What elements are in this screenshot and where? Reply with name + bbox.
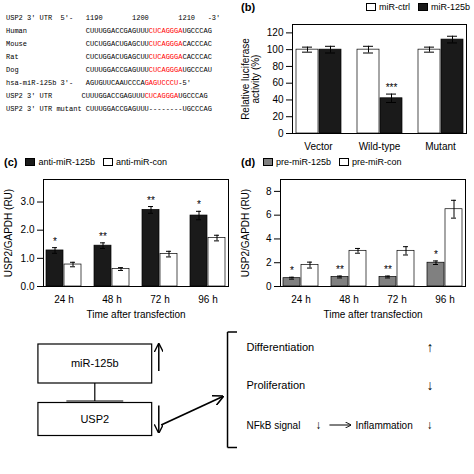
html-text:(d): (d) bbox=[241, 156, 255, 168]
svg-text:↑: ↑ bbox=[427, 339, 434, 355]
svg-text:100: 100 bbox=[267, 44, 284, 55]
svg-text:0: 0 bbox=[266, 281, 272, 292]
svg-text:↓: ↓ bbox=[427, 418, 433, 432]
svg-text:***: *** bbox=[386, 82, 398, 93]
svg-text:USP2/GAPDH (RU): USP2/GAPDH (RU) bbox=[3, 189, 14, 277]
html-text:CUUUGGACCGAGUUU CUCAGGGA UGCCC: CUUUGGACCGAGUUU CUCAGGGA UGCCCAU bbox=[85, 66, 212, 74]
html-text:CUUUGGACCGAGUUU CUCAGGGA UGCCC: CUUUGGACCGAGUUU CUCAGGGA UGCCCAG bbox=[85, 27, 212, 35]
html-text:miR-ctrl: miR-ctrl bbox=[379, 2, 410, 12]
html-text:hsa-miR-125b 3'-: hsa-miR-125b 3'- bbox=[6, 79, 74, 87]
html-text:anti-miR-125b: anti-miR-125b bbox=[38, 157, 95, 167]
svg-text:72 h: 72 h bbox=[387, 294, 406, 305]
html-text:miR-125b: miR-125b bbox=[431, 2, 470, 12]
svg-text:0.0: 0.0 bbox=[21, 281, 35, 292]
svg-text:40: 40 bbox=[272, 94, 284, 105]
html-text:(c): (c) bbox=[4, 156, 18, 168]
svg-text:48 h: 48 h bbox=[102, 294, 121, 305]
html-text:(b): (b) bbox=[241, 1, 255, 13]
svg-text:USP2: USP2 bbox=[80, 413, 109, 425]
svg-text:*: * bbox=[434, 249, 438, 260]
svg-text:8: 8 bbox=[266, 186, 272, 197]
svg-text:96 h: 96 h bbox=[435, 294, 454, 305]
html-text:anti-miR-con: anti-miR-con bbox=[116, 157, 167, 167]
svg-text:**: ** bbox=[384, 264, 392, 275]
svg-text:NFkB signal: NFkB signal bbox=[246, 420, 300, 431]
svg-text:**: ** bbox=[336, 264, 344, 275]
html-text:pre-miR-con: pre-miR-con bbox=[352, 157, 402, 167]
svg-text:1.0: 1.0 bbox=[21, 253, 35, 264]
svg-text:Wild-type: Wild-type bbox=[359, 141, 401, 152]
svg-text:Time after transfection: Time after transfection bbox=[86, 309, 185, 320]
svg-text:*: * bbox=[197, 199, 201, 210]
svg-text:miR-125b: miR-125b bbox=[71, 357, 119, 369]
html-text:AGUGUUCAAUCCCA GAGUCCCU -5': AGUGUUCAAUCCCA GAGUCCCU -5' bbox=[85, 79, 191, 87]
svg-text:Differentiation: Differentiation bbox=[246, 341, 314, 353]
svg-text:24 h: 24 h bbox=[291, 294, 310, 305]
html-text:Dog: Dog bbox=[6, 66, 19, 74]
svg-text:96 h: 96 h bbox=[198, 294, 217, 305]
svg-text:2.0: 2.0 bbox=[21, 224, 35, 235]
svg-text:120: 120 bbox=[267, 27, 284, 38]
html-text:Rat: Rat bbox=[6, 53, 19, 61]
svg-text:Vector: Vector bbox=[304, 141, 333, 152]
html-text:USP2 3' UTR 5'- 1190 1200 1210: USP2 3' UTR 5'- 1190 1200 1210 -3' bbox=[6, 14, 221, 22]
svg-text:Inflammation: Inflammation bbox=[356, 420, 413, 431]
html-text:USP2 3' UTR mutant CUUUGGACCGA: USP2 3' UTR mutant CUUUGGACCGAGUUU------… bbox=[6, 105, 212, 113]
svg-text:*: * bbox=[290, 265, 294, 276]
html-text:Human: Human bbox=[6, 27, 27, 35]
svg-text:↓: ↓ bbox=[427, 377, 434, 393]
svg-text:24 h: 24 h bbox=[54, 294, 73, 305]
svg-text:*: * bbox=[53, 236, 57, 247]
html-text:Mouse: Mouse bbox=[6, 40, 27, 48]
svg-text:Mutant: Mutant bbox=[425, 141, 456, 152]
svg-text:Proliferation: Proliferation bbox=[246, 379, 305, 391]
svg-text:48 h: 48 h bbox=[339, 294, 358, 305]
svg-text:4: 4 bbox=[266, 233, 272, 244]
html-text:pre-miR-125b: pre-miR-125b bbox=[276, 157, 332, 167]
svg-text:Relative luciferaseactivity (%: Relative luciferaseactivity (%) bbox=[240, 38, 261, 120]
svg-text:3.0: 3.0 bbox=[21, 196, 35, 207]
svg-text:2: 2 bbox=[266, 257, 272, 268]
svg-text:USP2/GAPDH (RU): USP2/GAPDH (RU) bbox=[240, 189, 251, 277]
html-text:CUCUGGACUGAGCUU CUCAGGGA CACCC: CUCUGGACUGAGCUU CUCAGGGA CACCCAC bbox=[85, 40, 212, 48]
svg-text:60: 60 bbox=[272, 77, 284, 88]
svg-text:**: ** bbox=[147, 195, 155, 206]
svg-text:72 h: 72 h bbox=[150, 294, 169, 305]
svg-text:0: 0 bbox=[278, 128, 284, 139]
svg-text:20: 20 bbox=[272, 111, 284, 122]
svg-text:80: 80 bbox=[272, 61, 284, 72]
html-text:CUCUGGACUGAGCUU CUCAGGGA CACCC: CUCUGGACUGAGCUU CUCAGGGA CACCCAC bbox=[85, 53, 212, 61]
svg-text:Time after transfection: Time after transfection bbox=[323, 309, 422, 320]
svg-text:**: ** bbox=[99, 231, 107, 242]
html-text:USP2 3' UTR CUUUGGACCGAGUUU CU: USP2 3' UTR CUUUGGACCGAGUUU CUCAGGGA UGC… bbox=[6, 92, 208, 100]
svg-text:↓: ↓ bbox=[315, 418, 321, 432]
svg-text:6: 6 bbox=[266, 209, 272, 220]
